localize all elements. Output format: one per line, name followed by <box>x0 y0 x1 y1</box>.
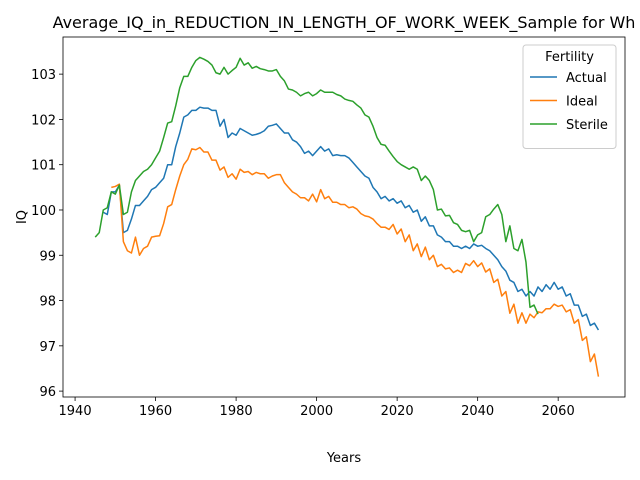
x-tick-label: 1980 <box>220 404 253 419</box>
x-axis-label: Years <box>326 451 362 466</box>
y-tick-label: 99 <box>39 249 56 264</box>
x-tick-label: 2040 <box>461 404 494 419</box>
y-tick-label: 97 <box>39 340 56 355</box>
legend-label: Ideal <box>566 95 598 110</box>
y-tick-label: 103 <box>31 68 56 83</box>
x-tick-label: 2060 <box>542 404 575 419</box>
series-line <box>102 106 600 331</box>
y-tick-label: 101 <box>31 159 56 174</box>
legend: Fertility Actual Ideal Sterile <box>522 44 617 149</box>
legend-box <box>522 44 617 149</box>
plot-area <box>94 56 600 377</box>
legend-title: Fertility <box>545 50 594 65</box>
legend-label: Sterile <box>566 118 608 133</box>
x-tick-label: 2020 <box>381 404 414 419</box>
x-tick-label: 1960 <box>139 404 172 419</box>
y-tick-label: 98 <box>39 295 56 310</box>
y-axis-label: IQ <box>15 210 30 224</box>
x-tick-label: 2000 <box>300 404 333 419</box>
axes-frame <box>62 36 626 398</box>
y-tick-label: 102 <box>31 113 56 128</box>
series-line <box>94 56 539 315</box>
legend-label: Actual <box>566 71 607 86</box>
x-tick-label: 1940 <box>59 404 92 419</box>
series-line <box>111 146 600 377</box>
y-tick-label: 100 <box>31 204 56 219</box>
chart-title: Average_IQ_in_REDUCTION_IN_LENGTH_OF_WOR… <box>53 13 636 33</box>
y-tick-label: 96 <box>39 385 56 400</box>
